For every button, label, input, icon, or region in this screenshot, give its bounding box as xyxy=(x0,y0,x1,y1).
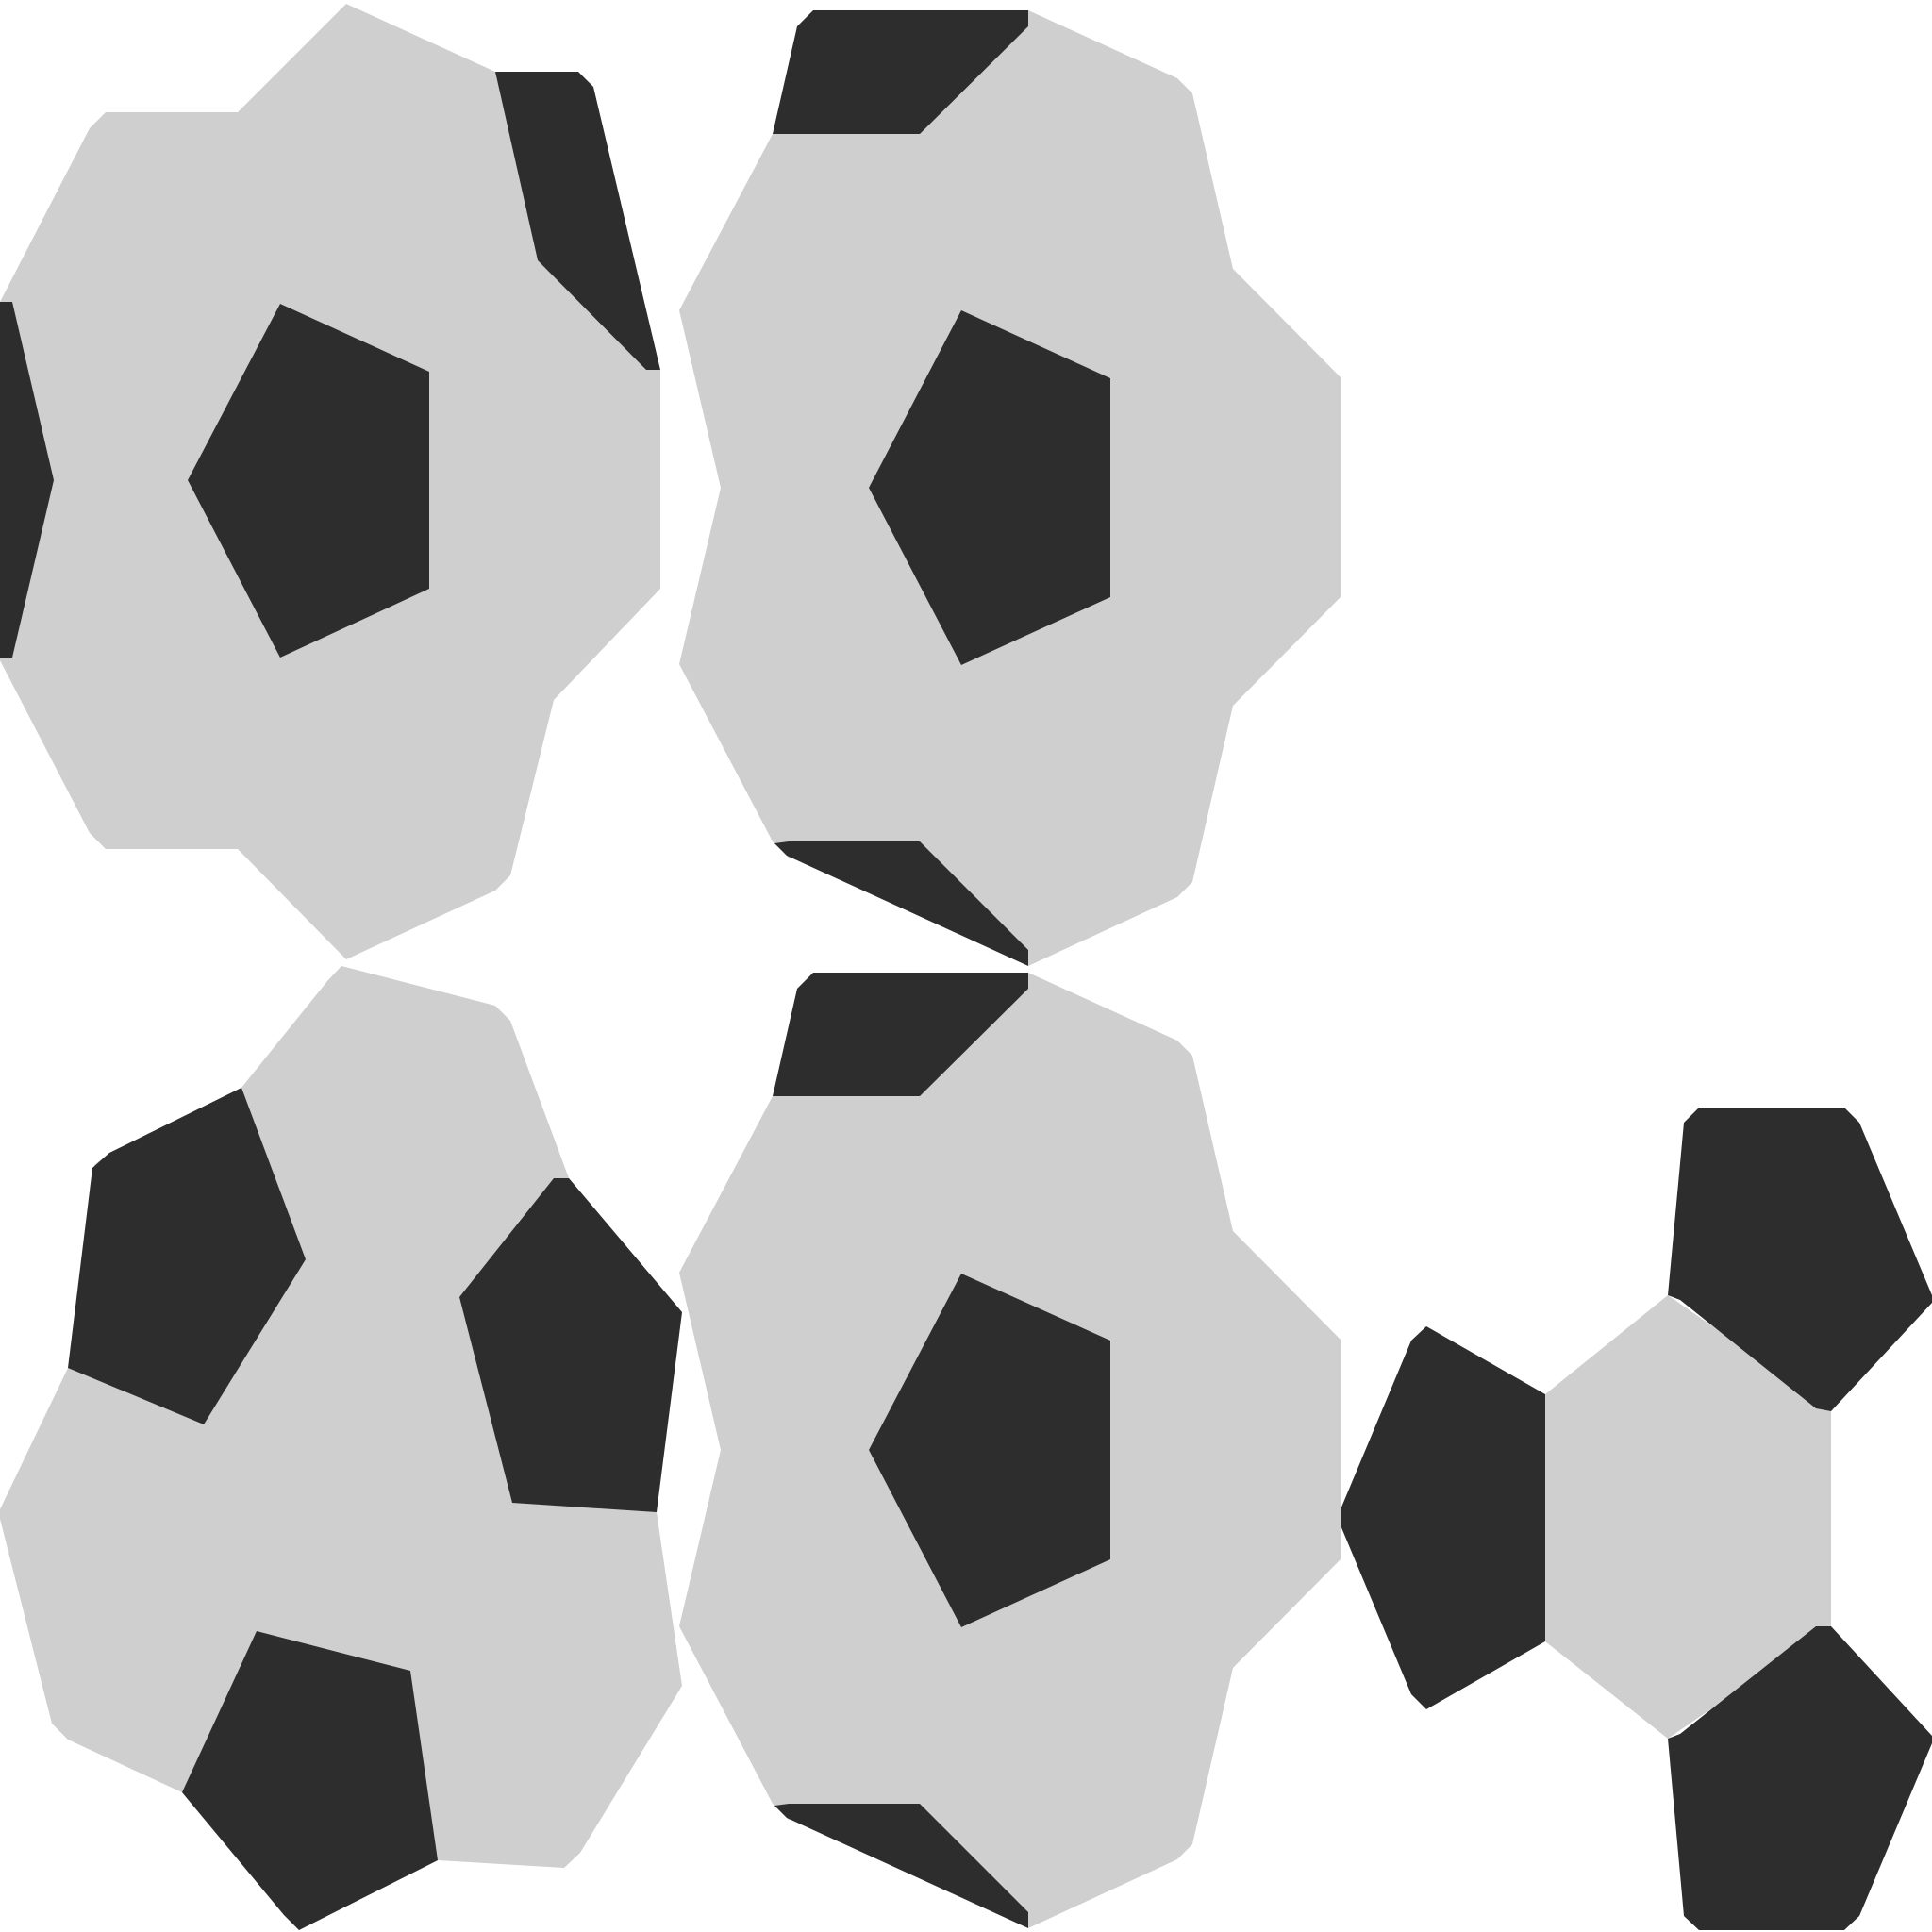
light-hexagon-bottom-right xyxy=(1545,1295,1831,1739)
dark-pentagon-top-right-center xyxy=(869,310,1110,665)
dark-pentagon-top-left-center xyxy=(188,304,429,658)
tile-top-left xyxy=(0,4,660,959)
dark-patch-top-left-left-edge xyxy=(0,302,54,658)
dark-patch-top-right-bottom xyxy=(774,841,1028,966)
dark-pentagon-bottom-left-upper-left xyxy=(68,1088,306,1424)
tile-bottom-middle xyxy=(679,973,1341,1928)
dark-pentagon-bottom-left-bottom xyxy=(182,1631,438,1930)
dark-pentagon-bottom-right-left xyxy=(1341,1326,1545,1709)
tile-bottom-left xyxy=(0,966,682,1930)
dark-pentagon-bottom-right-bottom xyxy=(1668,1626,1932,1930)
dark-patch-bottom-middle-bottom xyxy=(774,1804,1028,1928)
dark-pentagon-bottom-middle-center xyxy=(869,1274,1110,1627)
dark-pentagon-bottom-left-upper-right xyxy=(459,1178,682,1512)
dark-pentagon-bottom-right-top xyxy=(1668,1108,1932,1411)
tile-top-right xyxy=(679,10,1341,966)
tile-bottom-right xyxy=(1341,1108,1932,1930)
dark-patch-top-right-top xyxy=(773,10,1028,134)
dark-patch-bottom-middle-top xyxy=(773,973,1028,1096)
dark-patch-top-left-upper-right xyxy=(495,72,660,370)
